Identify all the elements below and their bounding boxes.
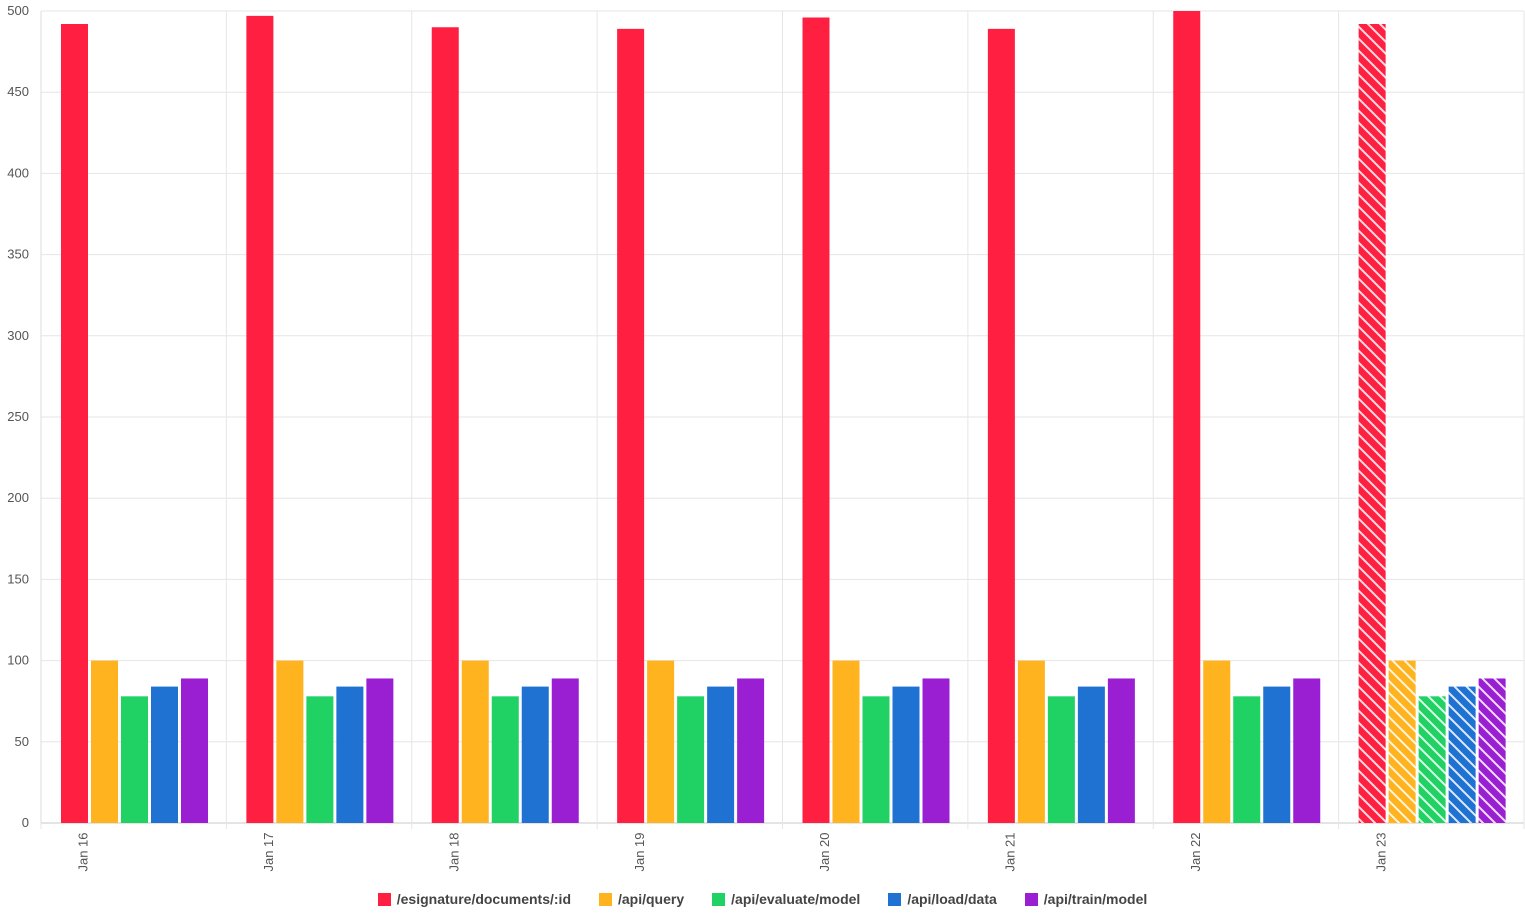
x-tick-label: Jan 17 xyxy=(261,832,276,871)
x-tick-label: Jan 19 xyxy=(632,832,647,871)
bar-jan-19-series-1[interactable] xyxy=(647,660,675,823)
x-tick-label: Jan 23 xyxy=(1373,832,1388,871)
bar-jan-19-series-0[interactable] xyxy=(617,28,645,823)
legend-swatch xyxy=(599,892,612,906)
bar-jan-20-series-3[interactable] xyxy=(892,686,920,823)
bar-jan-22-series-3[interactable] xyxy=(1263,686,1291,823)
y-axis-ticks: 0 50 100 150 200 250 300 350 400 450 500 xyxy=(7,3,29,830)
bar-jan-18-series-0[interactable] xyxy=(431,27,459,824)
legend-swatch xyxy=(712,892,726,906)
bar-jan-16-series-1[interactable] xyxy=(91,660,118,823)
bar-jan-17-series-4[interactable] xyxy=(366,678,394,823)
x-tick-label: Jan 16 xyxy=(76,832,91,871)
bars xyxy=(61,11,1506,824)
bar-jan-22-series-2[interactable] xyxy=(1233,696,1261,823)
bar-jan-19-series-3[interactable] xyxy=(707,686,735,823)
legend: /esignature/documents/:id/api/query/api/… xyxy=(0,886,1525,912)
bar-jan-23-series-3[interactable] xyxy=(1448,686,1476,823)
x-tick-label: Jan 22 xyxy=(1188,832,1203,871)
bar-jan-17-series-3[interactable] xyxy=(336,686,364,823)
legend-swatch xyxy=(888,892,902,906)
bar-jan-21-series-4[interactable] xyxy=(1107,678,1135,823)
bar-jan-23-series-2[interactable] xyxy=(1418,696,1446,823)
legend-swatch xyxy=(377,892,391,906)
bar-jan-16-series-4[interactable] xyxy=(181,678,208,823)
legend-label: /api/query xyxy=(618,891,685,907)
bar-jan-22-series-1[interactable] xyxy=(1203,660,1231,823)
bar-jan-22-series-0[interactable] xyxy=(1173,11,1201,823)
bar-jan-21-series-2[interactable] xyxy=(1047,696,1075,823)
bar-jan-20-series-4[interactable] xyxy=(922,678,950,823)
legend-item-0[interactable]: /esignature/documents/:id xyxy=(377,891,571,907)
bar-jan-18-series-3[interactable] xyxy=(521,686,549,823)
y-tick-label: 0 xyxy=(22,815,29,830)
bar-jan-23-series-4[interactable] xyxy=(1478,678,1506,823)
legend-item-1[interactable]: /api/query xyxy=(599,891,684,907)
bar-jan-20-series-0[interactable] xyxy=(802,17,830,824)
x-tick-label: Jan 18 xyxy=(446,832,461,871)
bar-jan-17-series-1[interactable] xyxy=(276,660,304,823)
bar-jan-20-series-2[interactable] xyxy=(862,696,890,823)
bar-jan-18-series-1[interactable] xyxy=(461,660,489,823)
bar-jan-17-series-0[interactable] xyxy=(246,15,274,823)
bar-jan-19-series-4[interactable] xyxy=(737,678,765,823)
x-axis-ticks: Jan 16 Jan 17 Jan 18 Jan 19 Jan 20 Jan 21 Jan … xyxy=(76,832,1389,871)
y-tick-label: 50 xyxy=(15,734,29,749)
legend-label: /api/evaluate/model xyxy=(731,891,861,907)
legend-item-3[interactable]: /api/load/data xyxy=(888,891,997,907)
bar-jan-18-series-4[interactable] xyxy=(551,678,579,823)
bar-jan-22-series-4[interactable] xyxy=(1293,678,1321,823)
y-tick-label: 100 xyxy=(7,653,29,668)
y-tick-label: 250 xyxy=(7,409,29,424)
y-tick-label: 400 xyxy=(7,165,29,180)
bar-jan-16-series-2[interactable] xyxy=(121,696,148,823)
x-tick-label: Jan 21 xyxy=(1003,832,1018,871)
bar-jan-23-series-0[interactable] xyxy=(1358,23,1386,823)
bar-jan-19-series-2[interactable] xyxy=(677,696,705,823)
legend-swatch xyxy=(1024,892,1038,906)
y-tick-label: 300 xyxy=(7,328,29,343)
y-tick-label: 450 xyxy=(7,84,29,99)
bar-jan-21-series-0[interactable] xyxy=(987,28,1015,823)
x-tick-label: Jan 20 xyxy=(817,832,832,871)
y-tick-label: 150 xyxy=(7,571,29,586)
bar-jan-20-series-1[interactable] xyxy=(832,660,860,823)
grid-lines xyxy=(40,10,1525,829)
y-tick-label: 200 xyxy=(7,490,29,505)
bar-jan-16-series-3[interactable] xyxy=(151,686,178,823)
legend-item-4[interactable]: /api/train/model xyxy=(1024,891,1148,907)
y-tick-label: 500 xyxy=(7,3,29,18)
bar-jan-21-series-3[interactable] xyxy=(1077,686,1105,823)
y-tick-label: 350 xyxy=(7,247,29,262)
bar-jan-16-series-0[interactable] xyxy=(61,23,88,823)
legend-label: /esignature/documents/:id xyxy=(396,891,571,907)
bar-jan-21-series-1[interactable] xyxy=(1017,660,1045,823)
bar-jan-18-series-2[interactable] xyxy=(491,696,519,823)
bar-jan-23-series-1[interactable] xyxy=(1388,660,1416,823)
bar-jan-17-series-2[interactable] xyxy=(306,696,334,823)
legend-label: /api/train/model xyxy=(1043,891,1148,907)
legend-label: /api/load/data xyxy=(907,891,997,907)
legend-item-2[interactable]: /api/evaluate/model xyxy=(712,891,860,907)
